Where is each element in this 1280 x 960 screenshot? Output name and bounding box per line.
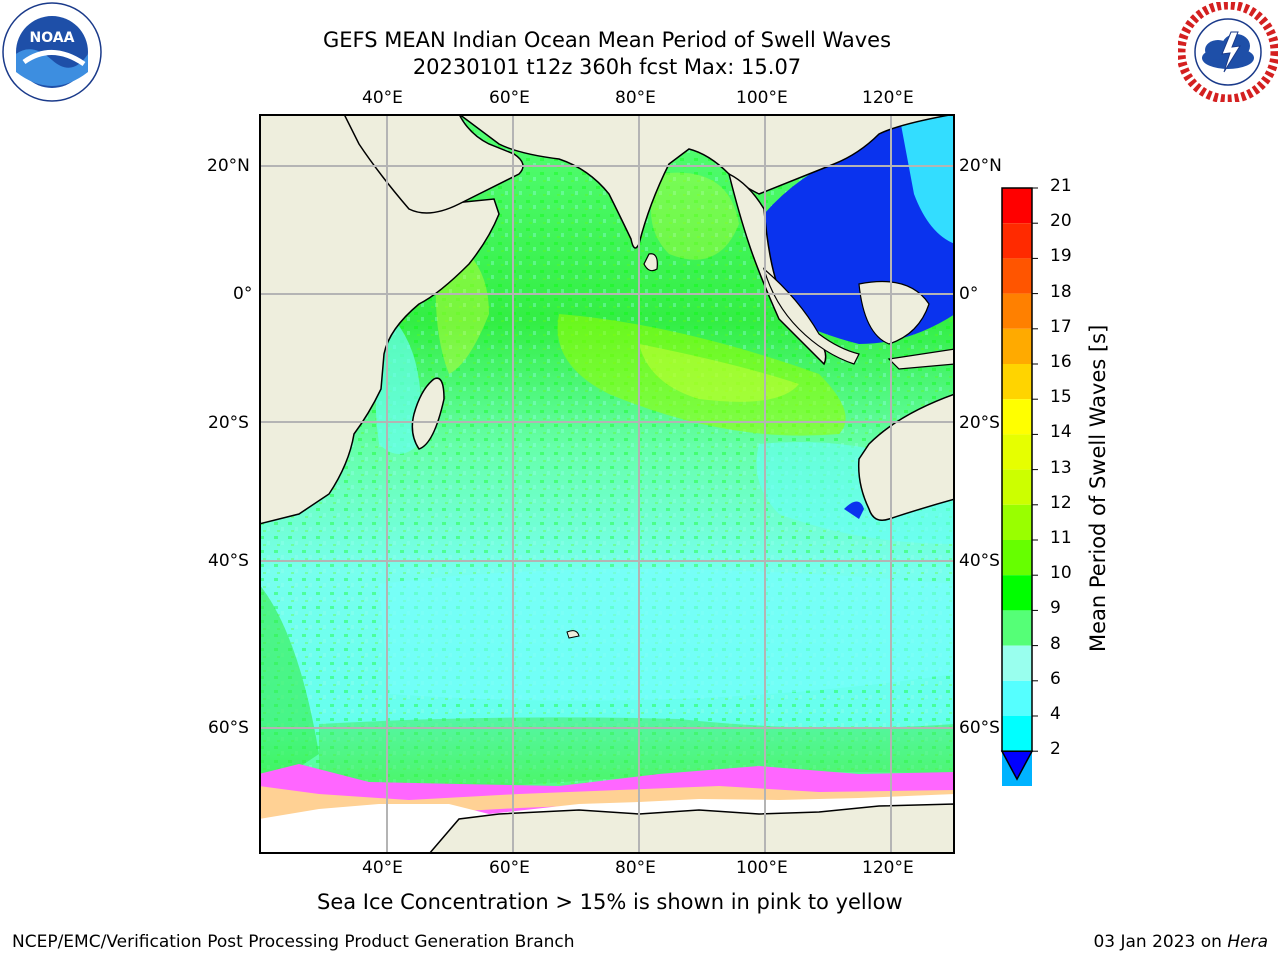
colorbar-segment — [1002, 364, 1032, 400]
colorbar-tick-label: 15 — [1050, 387, 1072, 408]
colorbar — [1000, 186, 1040, 822]
lon-label-bottom-80e: 80°E — [615, 858, 656, 878]
lat-label-left-20n: 20°N — [207, 156, 250, 176]
sri-lanka-land — [643, 253, 658, 272]
kerguelen-land — [566, 630, 580, 639]
colorbar-tick-label: 4 — [1050, 704, 1061, 724]
peak-swell-zone — [639, 344, 799, 402]
pacific-edge-cyan — [899, 114, 955, 244]
noaa-logo-text: NOAA — [30, 30, 75, 46]
lon-label-top-80e: 80°E — [615, 88, 656, 108]
lat-label-left-0: 0° — [233, 284, 253, 304]
credit-text: NCEP/EMC/Verification Post Processing Pr… — [12, 932, 575, 952]
lat-label-right-0: 0° — [959, 284, 979, 304]
colorbar-segment — [1002, 399, 1032, 435]
lon-label-top-60e: 60°E — [489, 88, 530, 108]
colorbar-segment — [1002, 223, 1032, 259]
colorbar-segment — [1002, 328, 1032, 364]
lon-label-bottom-120e: 120°E — [862, 858, 914, 878]
borneo-land — [858, 281, 930, 345]
nws-logo — [1176, 0, 1280, 104]
colorbar-segment — [1002, 504, 1032, 540]
arabia-land — [342, 113, 524, 214]
colorbar-segment — [1002, 645, 1032, 681]
lat-label-left-20s: 20°S — [208, 413, 249, 433]
generated-date: 03 Jan 2023 on Hera — [1093, 932, 1268, 952]
colorbar-tick-label: 16 — [1050, 352, 1072, 372]
map-frame — [259, 114, 955, 854]
colorbar-tick-label: 14 — [1050, 422, 1072, 443]
colorbar-segment — [1002, 680, 1032, 716]
lat-label-left-60s: 60°S — [208, 718, 249, 738]
australia-land — [857, 392, 956, 521]
colorbar-label: Mean Period of Swell Waves [s] — [1086, 324, 1110, 652]
map-canvas — [258, 113, 956, 855]
madagascar-land — [411, 377, 445, 450]
colorbar-tick-label: 12 — [1050, 492, 1072, 513]
sea-ice-note: Sea Ice Concentration > 15% is shown in … — [317, 890, 903, 914]
lon-label-bottom-60e: 60°E — [489, 858, 530, 878]
lat-label-right-40s: 40°S — [959, 551, 1000, 571]
lat-label-left-40s: 40°S — [208, 551, 249, 571]
west-australia-short — [844, 501, 864, 519]
colorbar-segment — [1002, 434, 1032, 470]
noaa-logo: NOAA — [2, 2, 102, 102]
colorbar-segment — [1002, 469, 1032, 505]
colorbar-tick-label: 17 — [1050, 316, 1072, 337]
lon-label-bottom-40e: 40°E — [362, 858, 403, 878]
bay-of-bengal-swell — [651, 172, 739, 260]
lon-label-top-40e: 40°E — [362, 88, 403, 108]
colorbar-tick-label: 9 — [1050, 598, 1061, 619]
colorbar-tick-label: 8 — [1050, 633, 1061, 654]
sumatra-land — [762, 267, 860, 365]
colorbar-tick-label: 2 — [1050, 739, 1061, 760]
colorbar-tick-label: 21 — [1050, 176, 1072, 196]
colorbar-segment — [1002, 188, 1032, 224]
southwest-swell-zone — [259, 584, 319, 794]
colorbar-svg — [1000, 187, 1038, 822]
colorbar-segment — [1002, 716, 1032, 752]
southern-short-period-zone — [379, 569, 955, 701]
colorbar-segment — [1002, 258, 1032, 294]
southern-ocean-swell-band — [319, 717, 955, 804]
colorbar-segment — [1002, 293, 1032, 329]
colorbar-tick-label: 18 — [1050, 281, 1072, 302]
colorbar-tick-label: 13 — [1050, 457, 1072, 478]
colorbar-tick-label: 6 — [1050, 668, 1061, 689]
colorbar-tick-label: 11 — [1050, 528, 1072, 548]
south-asia-land — [456, 113, 956, 249]
chart-title: GEFS MEAN Indian Ocean Mean Period of Sw… — [322, 28, 892, 52]
colorbar-segment — [1002, 540, 1032, 576]
lat-label-right-20s: 20°S — [959, 413, 1000, 433]
colorbar-tick-label: 20 — [1050, 211, 1072, 232]
colorbar-ticks: 21 20 19 18 17 16 15 14 13 12 11 10 9 8 6 4 2 — [1050, 176, 1100, 776]
colorbar-segment — [1002, 575, 1032, 611]
generated-date-text: 03 Jan 2023 on — [1093, 932, 1228, 952]
chart-subtitle: 20230101 t12z 360h fcst Max: 15.07 — [412, 55, 802, 79]
colorbar-segment — [1002, 610, 1032, 646]
colorbar-tick-label: 10 — [1050, 563, 1072, 584]
lon-label-bottom-100e: 100°E — [736, 858, 788, 878]
lon-label-top-120e: 120°E — [862, 88, 914, 108]
colorbar-tick-label: 19 — [1050, 246, 1072, 267]
lat-label-right-20n: 20°N — [959, 156, 1002, 176]
lat-label-right-60s: 60°S — [959, 718, 1000, 738]
lon-label-top-100e: 100°E — [736, 88, 788, 108]
map-panel — [258, 113, 956, 855]
graticule — [259, 114, 955, 854]
generated-host: Hera — [1227, 932, 1268, 952]
